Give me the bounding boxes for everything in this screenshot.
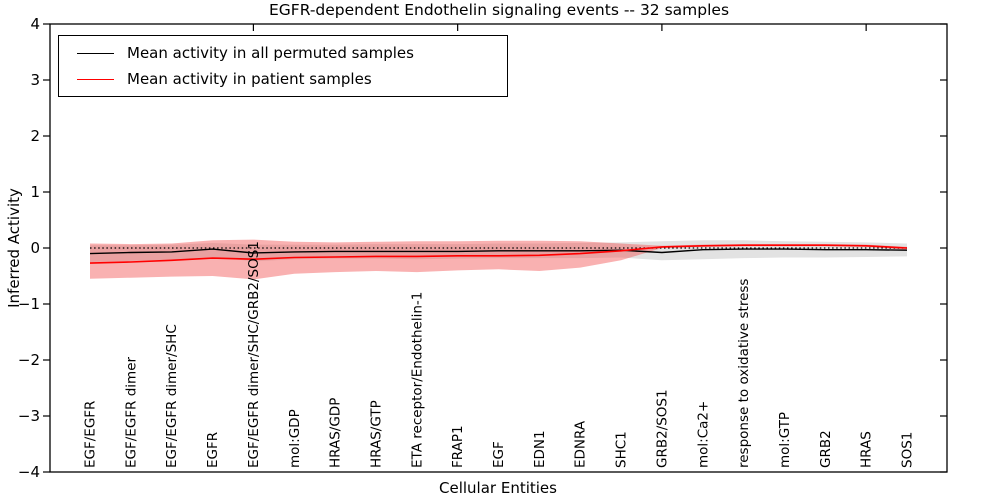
x-axis-label: Cellular Entities: [439, 479, 557, 497]
y-tick-label: 3: [30, 71, 40, 89]
y-axis-label: Inferred Activity: [5, 188, 23, 308]
chart-title: EGFR-dependent Endothelin signaling even…: [268, 1, 730, 19]
x-category-label: mol:GTP: [777, 412, 793, 468]
legend-item-permuted: Mean activity in all permuted samples: [59, 40, 507, 66]
x-category-label: EGF/EGFR dimer: [123, 356, 139, 468]
x-category-label: HRAS: [859, 431, 875, 468]
x-category-label: HRAS/GTP: [368, 400, 384, 468]
legend-label-permuted: Mean activity in all permuted samples: [127, 44, 414, 62]
x-category-label: EDN1: [532, 430, 548, 468]
x-category-label: response to oxidative stress: [736, 279, 752, 468]
x-category-label: GRB2: [818, 430, 834, 468]
y-tick-label: −2: [18, 351, 40, 369]
x-category-label: EGF/EGFR dimer/SHC/GRB2/SOS1: [246, 241, 262, 468]
x-category-label: GRB2/SOS1: [654, 389, 670, 468]
y-tick-label: −1: [18, 295, 40, 313]
legend-line-permuted-icon: [77, 52, 114, 54]
legend-label-patient: Mean activity in patient samples: [127, 70, 372, 88]
x-category-label: EGFR: [205, 432, 221, 468]
patient-mean-line: [89, 244, 908, 264]
patient-samples-band: [90, 239, 907, 280]
y-tick-label: −4: [18, 463, 40, 481]
x-category-label: EGF/EGFR: [83, 401, 99, 468]
y-tick-label: 0: [30, 239, 40, 257]
x-category-label: mol:Ca2+: [695, 401, 711, 468]
x-category-label: EGF: [491, 441, 507, 468]
y-tick-label: 4: [30, 15, 40, 33]
y-tick-label: −3: [18, 407, 40, 425]
permuted-mean-line: [89, 248, 908, 255]
y-tick-label: 2: [30, 127, 40, 145]
legend-box: Mean activity in all permuted samples Me…: [58, 35, 508, 97]
x-category-label: SHC1: [614, 431, 630, 468]
y-tick-label: 1: [30, 183, 40, 201]
x-category-label: EDNRA: [573, 420, 589, 468]
x-category-label: FRAP1: [450, 425, 466, 468]
x-category-label: mol:GDP: [287, 409, 303, 468]
x-category-label: ETA receptor/Endothelin-1: [409, 292, 425, 468]
legend-line-patient-icon: [77, 78, 114, 80]
legend-item-patient: Mean activity in patient samples: [59, 66, 507, 92]
x-category-label: HRAS/GDP: [328, 398, 344, 468]
x-category-label: EGF/EGFR dimer/SHC: [164, 324, 180, 468]
x-category-label: SOS1: [900, 432, 916, 468]
